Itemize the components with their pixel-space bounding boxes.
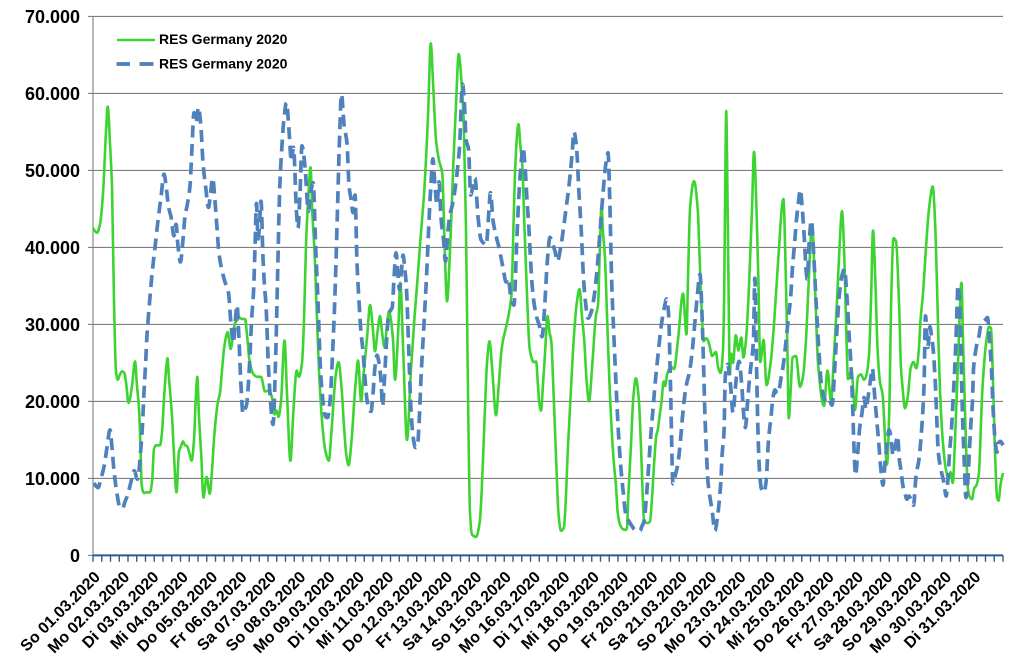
svg-text:0: 0 [70,546,80,566]
svg-text:10.000: 10.000 [25,469,80,489]
svg-text:50.000: 50.000 [25,161,80,181]
svg-text:70.000: 70.000 [25,7,80,27]
svg-text:30.000: 30.000 [25,315,80,335]
svg-text:60.000: 60.000 [25,84,80,104]
svg-text:40.000: 40.000 [25,238,80,258]
svg-text:RES Germany 2020: RES Germany 2020 [159,31,288,47]
svg-text:RES Germany 2020: RES Germany 2020 [159,56,288,72]
svg-text:20.000: 20.000 [25,392,80,412]
